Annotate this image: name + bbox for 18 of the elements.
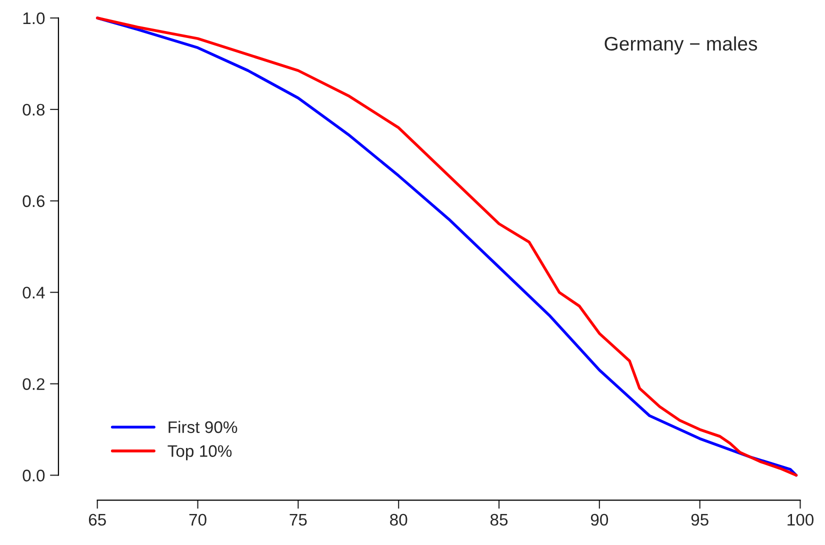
annotation: Germany − males	[604, 36, 758, 54]
y-tick-label: 1.0	[23, 12, 45, 24]
x-tick-label: 100	[788, 514, 814, 526]
x-tick-label: 85	[490, 514, 508, 526]
x-tick-label: 65	[88, 514, 106, 526]
legend-label: Top 10%	[168, 445, 232, 460]
x-tick-label: 70	[189, 514, 206, 526]
y-tick-label: 0.0	[22, 470, 45, 482]
y-tick-label: 0.4	[22, 286, 45, 299]
x-tick-label: 95	[691, 514, 708, 526]
y-tick-label: 0.2	[22, 378, 44, 390]
x-tick-label: 90	[590, 514, 608, 526]
x-tick-label: 80	[390, 514, 408, 526]
line-series	[96, 16, 798, 477]
y-tick-label: 0.6	[22, 195, 45, 208]
x-tick-label: 75	[290, 514, 307, 526]
legend-label: First 90%	[168, 420, 238, 434]
y-tick-label: 0.8	[22, 104, 45, 116]
